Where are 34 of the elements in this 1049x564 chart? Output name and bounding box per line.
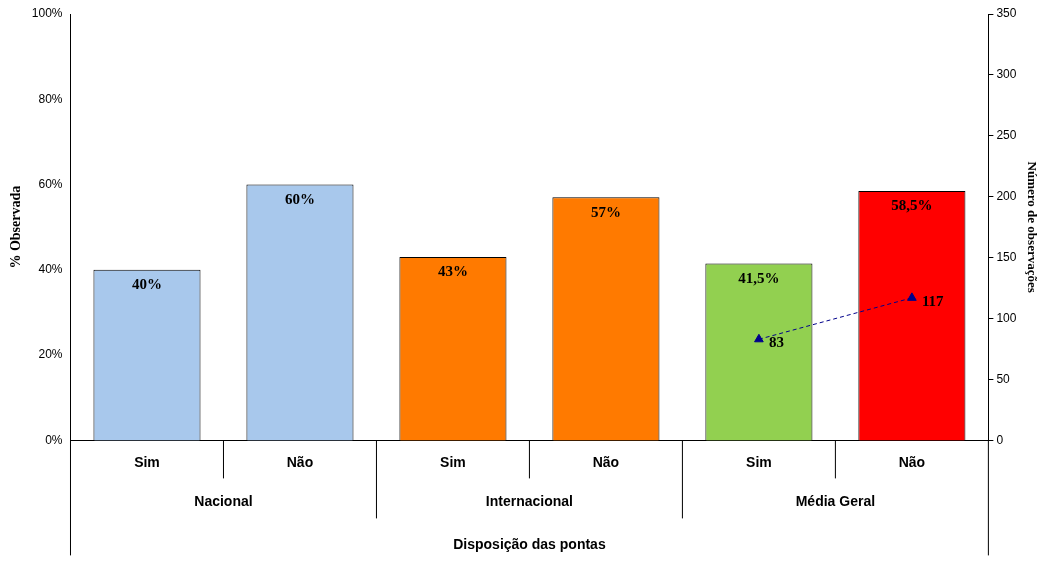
- y-axis-title: % Observada: [8, 185, 24, 269]
- y2-tick-label: 0: [996, 432, 1004, 447]
- y-tick-label: 100%: [31, 6, 63, 21]
- text: Internacional: [485, 493, 574, 510]
- text: Média Geral: [795, 493, 876, 510]
- data-label: 60%: [284, 190, 315, 207]
- x-tick-label: Não: [592, 453, 620, 470]
- y-tick-label: 40%: [38, 262, 63, 277]
- data-label: 57%: [590, 203, 621, 220]
- y-tick-label: 0%: [45, 432, 63, 447]
- data-label: 83: [768, 334, 784, 351]
- y-tick-label: 60%: [38, 176, 63, 191]
- x-tick-label: Não: [286, 453, 314, 470]
- y2-axis-title: Número de observações: [1024, 161, 1040, 293]
- x-tick-label: Sim: [746, 453, 772, 470]
- y-tick-label: 20%: [38, 347, 63, 362]
- y2-tick-label: 100: [996, 310, 1017, 325]
- y2-tick-label: 300: [996, 67, 1017, 82]
- y2-tick-label: 200: [996, 189, 1017, 204]
- y-tick-label: 80%: [38, 91, 63, 106]
- x-tick-label: Sim: [134, 453, 160, 470]
- x-tick-label: Sim: [440, 453, 466, 470]
- data-label: 40%: [131, 276, 162, 293]
- y2-tick-label: 50: [996, 371, 1011, 386]
- x-axis-title: Disposição das pontas: [453, 536, 606, 553]
- data-label: 58,5%: [891, 197, 933, 214]
- data-label: 41,5%: [738, 269, 780, 286]
- x-tick-label: Não: [898, 453, 926, 470]
- y2-tick-label: 250: [996, 128, 1017, 143]
- text: Nacional: [194, 493, 253, 510]
- y2-tick-label: 150: [996, 249, 1017, 264]
- data-label: 43%: [437, 263, 468, 280]
- data-label: 117: [921, 292, 945, 309]
- y2-tick-label: 350: [996, 6, 1017, 21]
